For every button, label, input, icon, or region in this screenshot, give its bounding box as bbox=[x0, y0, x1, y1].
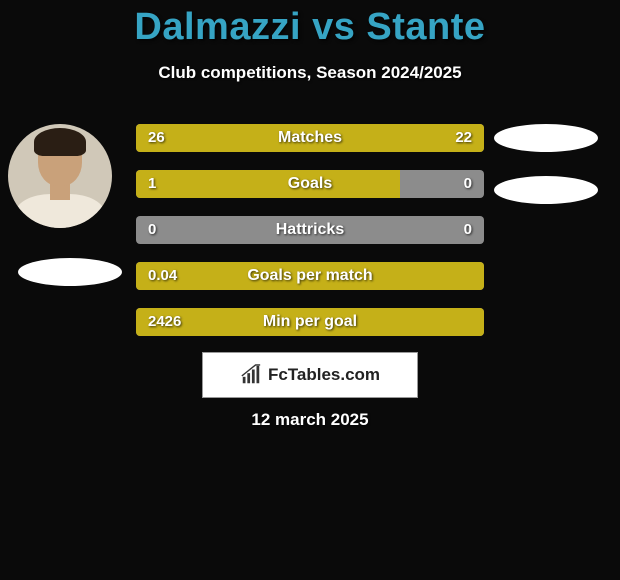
stat-bar: 00Hattricks bbox=[136, 216, 484, 244]
stat-bar: 2426Min per goal bbox=[136, 308, 484, 336]
stat-label: Goals bbox=[136, 170, 484, 198]
subtitle: Club competitions, Season 2024/2025 bbox=[0, 63, 620, 83]
player-right-flag-2 bbox=[494, 176, 598, 204]
player-right-flag-1 bbox=[494, 124, 598, 152]
stat-label: Matches bbox=[136, 124, 484, 152]
page-title: Dalmazzi vs Stante bbox=[0, 0, 620, 49]
attribution-badge: FcTables.com bbox=[202, 352, 418, 398]
player-left-avatar bbox=[8, 124, 112, 228]
stat-bar: 0.04Goals per match bbox=[136, 262, 484, 290]
comparison-bars: 2622Matches 10Goals 00Hattricks 0.04Goals p… bbox=[136, 124, 484, 354]
stat-label: Hattricks bbox=[136, 216, 484, 244]
player-left-flag bbox=[18, 258, 122, 286]
chart-icon bbox=[240, 364, 262, 386]
stat-label: Min per goal bbox=[136, 308, 484, 336]
date-line: 12 march 2025 bbox=[0, 410, 620, 430]
stat-label: Goals per match bbox=[136, 262, 484, 290]
attribution-text: FcTables.com bbox=[268, 365, 380, 385]
stat-bar: 2622Matches bbox=[136, 124, 484, 152]
stat-bar: 10Goals bbox=[136, 170, 484, 198]
